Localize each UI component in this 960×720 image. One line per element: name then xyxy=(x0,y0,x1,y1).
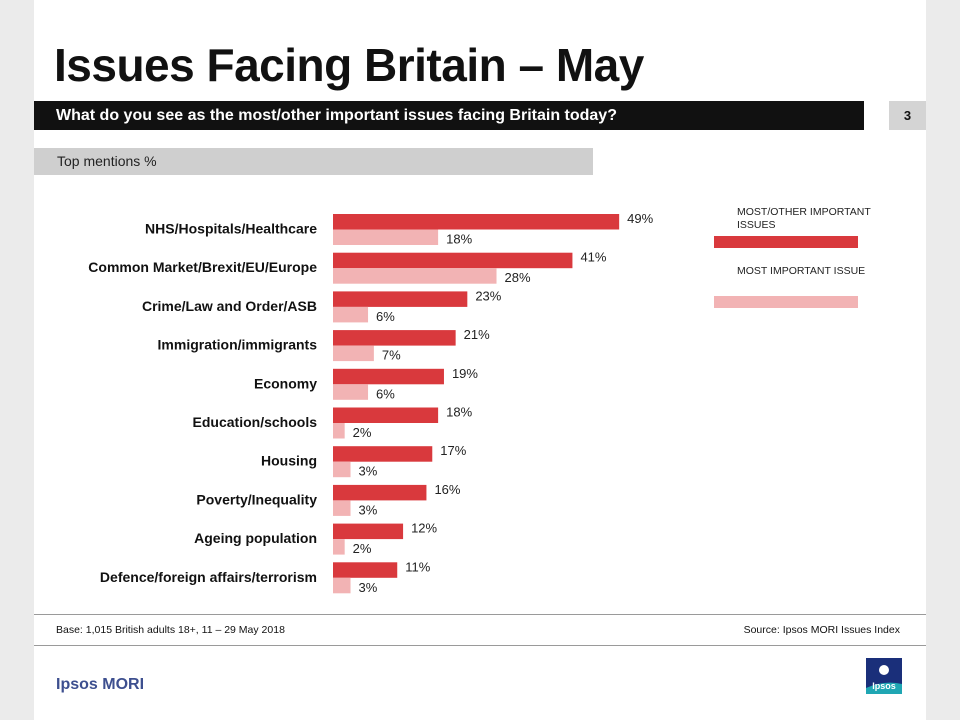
legend-swatch-most-other xyxy=(714,236,858,248)
slide: Issues Facing Britain – May What do you … xyxy=(34,0,926,720)
data-label: 16% xyxy=(434,482,460,497)
data-label: 3% xyxy=(359,502,378,517)
bar-most-other xyxy=(333,484,427,501)
bar-most xyxy=(333,306,369,323)
subtitle-bar: Top mentions % xyxy=(34,148,593,175)
base-note: Base: 1,015 British adults 18+, 11 – 29 … xyxy=(56,624,285,636)
bar-most xyxy=(333,500,351,516)
category-label: Immigration/immigrants xyxy=(158,337,318,353)
bar-most xyxy=(333,345,374,362)
logo-text: Ipsos xyxy=(872,681,896,691)
data-label: 41% xyxy=(580,250,606,265)
page-title: Issues Facing Britain – May xyxy=(54,39,644,91)
data-label: 6% xyxy=(376,309,395,324)
data-label: 6% xyxy=(376,386,395,401)
data-label: 2% xyxy=(353,541,372,556)
brand-name: Ipsos MORI xyxy=(56,676,145,693)
source-note: Source: Ipsos MORI Issues Index xyxy=(743,624,900,636)
bar-most-other xyxy=(333,330,456,346)
footer-rule-bottom xyxy=(34,645,926,646)
data-label: 49% xyxy=(627,211,653,226)
category-label: Crime/Law and Order/ASB xyxy=(142,298,317,314)
category-label: Poverty/Inequality xyxy=(196,491,317,507)
bar-most-other xyxy=(333,214,620,230)
footer-rule-top xyxy=(34,614,926,615)
data-label: 12% xyxy=(411,521,437,536)
page-number: 3 xyxy=(889,101,926,130)
bar-most xyxy=(333,384,369,400)
category-label: Ageing population xyxy=(194,530,317,546)
category-label: Education/schools xyxy=(193,414,318,430)
bar-most xyxy=(333,268,497,284)
category-label: Housing xyxy=(261,453,317,469)
data-label: 19% xyxy=(452,366,478,381)
legend-label-most-other: MOST/OTHER IMPORTANT ISSUES xyxy=(737,206,871,231)
bar-most-other xyxy=(333,291,468,307)
category-label: Defence/foreign affairs/terrorism xyxy=(100,569,317,585)
bar-most-other xyxy=(333,446,433,462)
data-label: 7% xyxy=(382,348,401,363)
category-label: Economy xyxy=(254,375,317,391)
bar-most xyxy=(333,229,439,245)
bar-most-other xyxy=(333,368,444,385)
data-label: 18% xyxy=(446,232,472,247)
bar-most-other xyxy=(333,407,439,423)
ipsos-logo-icon: Ipsos xyxy=(866,658,902,694)
legend-swatch-most xyxy=(714,296,858,308)
bar-most-other xyxy=(333,562,398,578)
data-label: 3% xyxy=(359,580,378,595)
data-label: 3% xyxy=(359,464,378,479)
bar-most-other xyxy=(333,252,573,269)
data-label: 23% xyxy=(475,288,501,303)
question-bar: What do you see as the most/other import… xyxy=(34,101,864,130)
bar-chart: NHS/Hospitals/Healthcare 49% 18% Common Mar… xyxy=(88,211,653,595)
category-label: NHS/Hospitals/Healthcare xyxy=(145,221,317,237)
data-label: 18% xyxy=(446,405,472,420)
bar-most xyxy=(333,539,345,555)
legend-label-most: MOST IMPORTANT ISSUE xyxy=(737,265,866,277)
category-label: Common Market/Brexit/EU/Europe xyxy=(88,259,317,275)
data-label: 17% xyxy=(440,443,466,458)
bar-most xyxy=(333,577,351,594)
bar-most xyxy=(333,423,345,439)
data-label: 28% xyxy=(505,270,531,285)
data-label: 2% xyxy=(353,425,372,440)
bar-most-other xyxy=(333,523,404,540)
data-label: 11% xyxy=(405,559,430,574)
bar-most xyxy=(333,461,351,478)
data-label: 21% xyxy=(464,327,490,342)
